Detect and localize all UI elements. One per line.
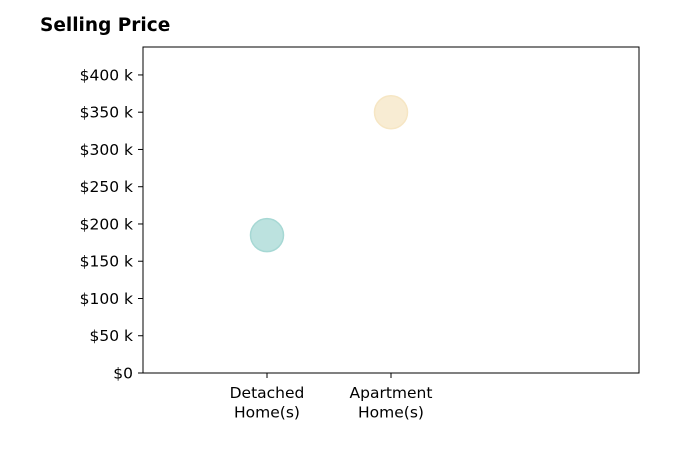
x-tick-label: Detached Home(s) [230,384,305,422]
x-axis: Detached Home(s) Apartment Home(s) [230,373,433,422]
y-axis: $0 $50 k $100 k $150 k $200 k $250 k $300 k $35… [80,66,143,383]
y-tick-label: $350 k [80,104,133,122]
data-point [249,217,285,253]
y-tick-label: $250 k [80,178,133,196]
data-points [249,94,409,253]
y-tick-label: $150 k [80,253,133,271]
data-point [373,94,409,130]
y-tick-label: $200 k [80,215,133,233]
y-tick-label: $300 k [80,141,133,159]
y-tick-label: $400 k [80,66,133,84]
chart-title: Selling Price [40,15,171,36]
y-tick-label: $100 k [80,290,133,308]
y-tick-label: $50 k [90,327,134,345]
x-tick-label: Apartment Home(s) [350,384,433,422]
y-tick-label: $0 [113,365,133,383]
